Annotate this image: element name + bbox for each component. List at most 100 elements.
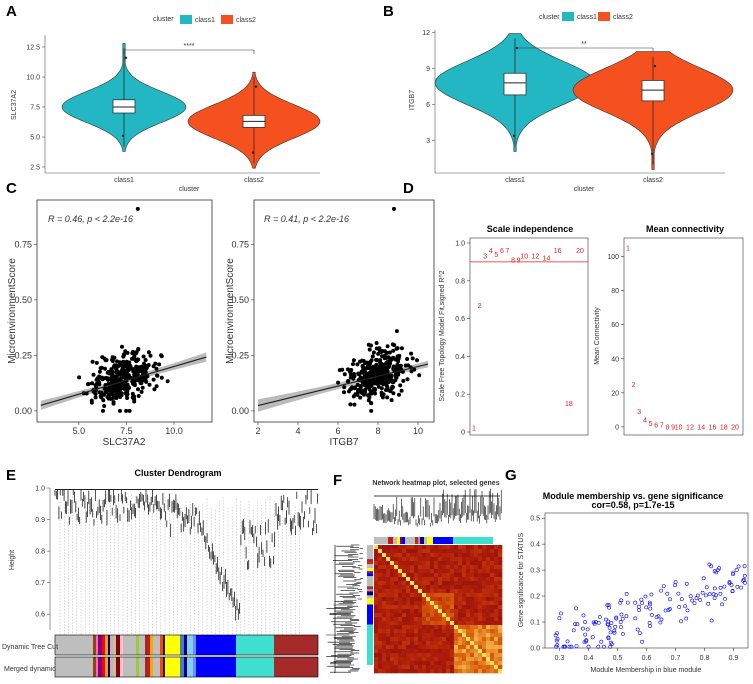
d2-power-label: 10: [675, 424, 683, 431]
f-heat-cell: [430, 601, 435, 606]
f-heat-cell: [422, 589, 427, 594]
f-heat-cell: [462, 613, 467, 618]
f-heat-cell: [442, 577, 447, 582]
f-heat-cell: [418, 545, 423, 550]
g-point: [633, 600, 638, 605]
g-point: [698, 598, 703, 602]
c2-point: [348, 375, 353, 380]
g-point: [573, 622, 577, 627]
f-heat-cell: [458, 629, 463, 634]
g-point: [596, 644, 601, 649]
d2-power-label: 20: [731, 424, 739, 431]
f-heat-cell: [446, 589, 451, 594]
f-heat-cell: [382, 597, 387, 602]
f-top-segment: [433, 537, 453, 544]
c1-point: [121, 372, 126, 377]
f-heat-cell: [390, 557, 395, 562]
c2-point: [351, 358, 356, 363]
f-heat-cell: [450, 641, 455, 646]
f-heat-cell: [410, 557, 415, 562]
b-outlier-1: [650, 152, 654, 155]
g-point: [602, 644, 606, 649]
g-point: [668, 597, 672, 602]
f-heat-cell: [466, 645, 471, 650]
f-heat-cell: [442, 617, 447, 622]
f-left-segment: [367, 559, 373, 563]
f-heat-cell: [470, 549, 475, 554]
f-heat-cell: [478, 653, 483, 658]
f-heat-cell: [494, 629, 499, 634]
f-heat-cell: [434, 613, 439, 618]
f-heat-cell: [374, 653, 379, 658]
f-heat-cell: [398, 589, 403, 594]
f-heat-cell: [466, 641, 471, 646]
e-module-segment-0: [165, 635, 180, 655]
b-xtick-class2: class2: [643, 177, 663, 184]
c2-point: [370, 354, 375, 359]
c1-point: [136, 394, 141, 398]
f-heat-cell: [430, 581, 435, 586]
e-module-segment-1: [116, 657, 120, 677]
c1-point: [152, 387, 157, 392]
f-heat-cell: [438, 609, 443, 614]
f-heat-cell: [382, 641, 387, 646]
f-heat-cell: [494, 549, 499, 554]
f-heat-cell: [410, 585, 415, 590]
c2-point: [374, 346, 379, 351]
f-heat-cell: [458, 621, 463, 626]
f-heat-cell: [378, 557, 383, 562]
c1-point: [124, 408, 129, 413]
f-heat-cell: [398, 593, 403, 598]
f-heat-cell: [430, 621, 435, 626]
f-heat-cell: [414, 645, 419, 650]
f-heat-cell: [494, 545, 499, 550]
f-heat-cell: [426, 597, 431, 602]
f-heat-cell: [398, 573, 403, 578]
c1-point: [146, 350, 151, 355]
f-heat-cell: [486, 585, 491, 590]
c1-frame: [36, 199, 213, 423]
c1-point: [94, 377, 99, 382]
f-heat-cell: [418, 661, 423, 666]
f-heat-cell: [430, 669, 435, 674]
a-ytick-label: 5.0: [30, 135, 40, 142]
f-heat-cell: [398, 605, 403, 610]
f-heat-cell: [446, 625, 451, 630]
f-heat-cell: [434, 561, 439, 566]
f-heat-cell: [402, 637, 407, 642]
f-heat-cell: [374, 665, 379, 670]
f-heat-cell: [474, 573, 479, 578]
f-heat-cell: [470, 617, 475, 622]
f-left-segment: [367, 586, 373, 590]
f-heat-cell: [382, 557, 387, 562]
d1-power-label: 18: [565, 401, 573, 408]
f-heat-cell: [386, 553, 391, 558]
c2-point: [342, 385, 347, 390]
f-heat-cell: [422, 665, 427, 670]
f-heat-cell: [458, 577, 463, 582]
f-heat-cell: [422, 641, 427, 646]
g-point: [658, 620, 663, 625]
f-heat-cell: [478, 645, 483, 650]
d1-ytick-label: 1.0: [455, 241, 465, 248]
c1-point: [101, 408, 105, 413]
c1-point: [127, 367, 131, 372]
f-heat-cell: [486, 577, 491, 582]
f-heat-cell: [458, 649, 463, 654]
f-heat-cell: [458, 641, 463, 646]
f-heat-cell: [426, 573, 431, 578]
g-point: [735, 584, 740, 589]
f-heat-cell: [450, 653, 455, 658]
f-heat-cell: [450, 609, 455, 614]
f-heat-cell: [390, 589, 395, 594]
g-title: Module membership vs. gene significance: [543, 491, 724, 501]
d1-frame: [469, 237, 589, 436]
f-heat-cell: [390, 565, 395, 570]
f-heat-cell: [450, 633, 455, 638]
g-ylabel: Gene significance for STATUS: [518, 533, 525, 628]
f-heat-cell: [422, 593, 427, 598]
e-module-segment-0: [193, 635, 196, 655]
f-heat-cell: [394, 557, 399, 562]
f-heat-cell: [474, 649, 479, 654]
c1-fit-line: [40, 356, 207, 406]
